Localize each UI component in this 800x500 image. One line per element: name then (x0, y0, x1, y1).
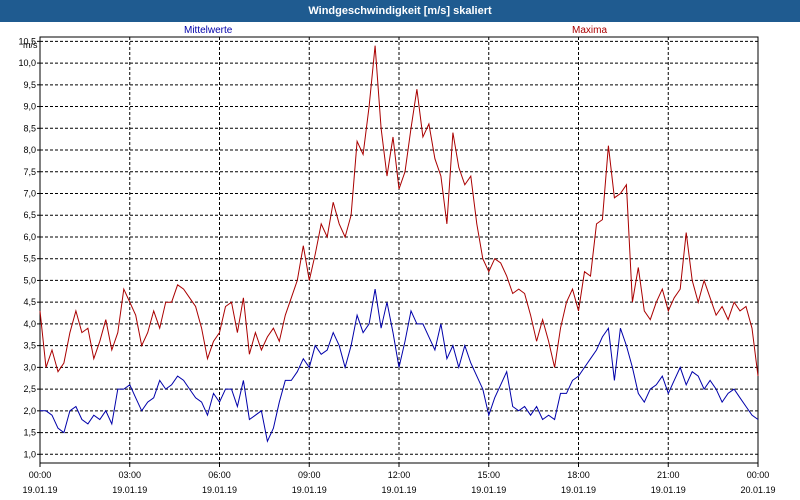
grid-lines (40, 37, 758, 463)
y-tick-label: 9,0 (23, 102, 36, 112)
x-tick-time: 15:00 (477, 470, 500, 480)
x-tick-date: 19.01.19 (381, 485, 416, 495)
x-tick-time: 00:00 (747, 470, 770, 480)
x-tick-date: 19.01.19 (202, 485, 237, 495)
x-tick-time: 09:00 (298, 470, 321, 480)
y-axis-label: m/s (23, 40, 38, 50)
y-tick-label: 8,5 (23, 123, 36, 133)
y-tick-label: 2,5 (23, 384, 36, 394)
x-tick-time: 06:00 (208, 470, 231, 480)
y-tick-label: 3,0 (23, 362, 36, 372)
y-tick-label: 6,5 (23, 210, 36, 220)
series-line-maxima (39, 45, 759, 377)
x-tick-date: 19.01.19 (471, 485, 506, 495)
y-tick-label: 4,5 (23, 297, 36, 307)
x-tick-time: 03:00 (118, 470, 141, 480)
y-tick-label: 2,0 (23, 406, 36, 416)
y-tick-label: 5,5 (23, 254, 36, 264)
series-layer (39, 45, 759, 443)
x-tick-time: 21:00 (657, 470, 680, 480)
y-tick-label: 3,5 (23, 341, 36, 351)
y-tick-label: 8,0 (23, 145, 36, 155)
y-tick-label: 5,0 (23, 275, 36, 285)
legend-mean-label: Mittelwerte (184, 25, 233, 36)
x-tick-date: 19.01.19 (561, 485, 596, 495)
window-title: Windgeschwindigkeit [m/s] skaliert (0, 0, 800, 22)
x-tick-date: 20.01.19 (740, 485, 775, 495)
series-line-mittelwerte (40, 289, 759, 443)
y-tick-label: 7,5 (23, 167, 36, 177)
y-tick-label: 1,5 (23, 428, 36, 438)
y-tick-label: 9,5 (23, 80, 36, 90)
y-tick-label: 1,0 (23, 449, 36, 459)
x-tick-time: 12:00 (388, 470, 411, 480)
axis-ticks: 1,0 1,5 2,0 2,5 3,0 3,5 4,0 4,5 5,0 5,5 6,0 6,5 7,0 7… (18, 36, 775, 495)
x-tick-date: 19.01.19 (651, 485, 686, 495)
y-tick-label: 4,0 (23, 319, 36, 329)
x-tick-time: 00:00 (29, 470, 52, 480)
x-tick-date: 19.01.19 (112, 485, 147, 495)
x-tick-date: 19.01.19 (22, 485, 57, 495)
y-tick-label: 10,5 (18, 36, 36, 46)
legend-max-label: Maxima (572, 25, 608, 36)
y-tick-label: 6,0 (23, 232, 36, 242)
y-tick-label: 7,0 (23, 188, 36, 198)
x-tick-time: 18:00 (567, 470, 590, 480)
y-tick-label: 10,0 (18, 58, 36, 68)
x-tick-date: 19.01.19 (292, 485, 327, 495)
